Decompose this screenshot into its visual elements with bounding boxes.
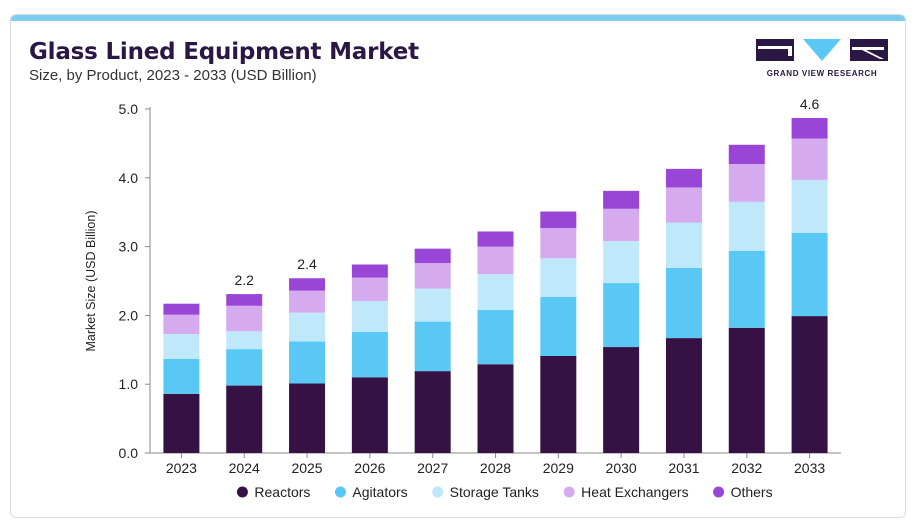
y-tick-label: 0.0	[119, 445, 139, 461]
bar-segment-heat-exchangers	[477, 246, 514, 275]
bar-segment-agitators	[665, 267, 702, 339]
bar-segment-reactors	[414, 371, 451, 453]
bar-segment-heat-exchangers	[414, 263, 451, 289]
bar-segment-heat-exchangers	[603, 208, 640, 242]
legend-swatch	[713, 486, 725, 498]
bar-segment-reactors	[477, 364, 514, 453]
bar-segment-heat-exchangers	[791, 138, 828, 180]
bar-segment-storage-tanks	[351, 300, 388, 332]
y-tick-label: 4.0	[119, 170, 139, 186]
y-tick-label: 2.0	[119, 307, 139, 323]
bar-segment-agitators	[728, 250, 765, 328]
bar-segment-agitators	[163, 358, 200, 394]
bar-segment-agitators	[414, 321, 451, 372]
bar-segment-others	[414, 248, 451, 264]
bar-segment-agitators	[477, 309, 514, 365]
bar-segment-storage-tanks	[665, 222, 702, 268]
bar-segment-storage-tanks	[163, 333, 200, 359]
bar-segment-storage-tanks	[226, 331, 263, 350]
data-label: 4.6	[800, 96, 820, 112]
bar-segment-storage-tanks	[540, 258, 577, 297]
bar-segment-agitators	[226, 349, 263, 386]
data-label: 2.2	[234, 272, 254, 288]
bar-segment-agitators	[351, 331, 388, 378]
bar-segment-others	[477, 231, 514, 247]
bar-segment-storage-tanks	[477, 274, 514, 310]
x-tick-label: 2032	[731, 460, 762, 476]
brand-logo: GRAND VIEW RESEARCH	[756, 39, 896, 89]
bar-segment-reactors	[791, 316, 828, 453]
legend-label: Storage Tanks	[450, 484, 539, 500]
x-tick-label: 2023	[166, 460, 197, 476]
legend-label: Agitators	[352, 484, 407, 500]
bar-segment-heat-exchangers	[226, 305, 263, 332]
chart-subtitle: Size, by Product, 2023 - 2033 (USD Billi…	[29, 67, 317, 84]
y-tick-label: 1.0	[119, 376, 139, 392]
bar-segment-reactors	[163, 393, 200, 453]
bar-segment-heat-exchangers	[351, 277, 388, 301]
legend-swatch	[334, 486, 346, 498]
x-tick-label: 2027	[417, 460, 448, 476]
chart-card: Glass Lined Equipment Market Size, by Pr…	[10, 14, 906, 518]
bar-segment-others	[665, 168, 702, 188]
bar-segment-heat-exchangers	[540, 228, 577, 259]
x-tick-label: 2030	[606, 460, 637, 476]
x-tick-label: 2031	[668, 460, 699, 476]
legend-label: Reactors	[254, 484, 310, 500]
bar-segment-reactors	[540, 355, 577, 453]
x-tick-label: 2033	[794, 460, 825, 476]
brand-name: GRAND VIEW RESEARCH	[766, 69, 878, 78]
stacked-bar-chart: 0.0 1.0 2.0 3.0 4.0 5.0 Market Size (USD Billi…	[84, 96, 841, 500]
bar-segment-others	[351, 264, 388, 278]
legend-swatch	[432, 486, 444, 498]
x-tick-label: 2025	[291, 460, 322, 476]
x-tick-label: 2026	[354, 460, 385, 476]
bar-segment-reactors	[603, 347, 640, 453]
bar-segment-agitators	[289, 341, 326, 384]
bar-segment-others	[603, 190, 640, 209]
legend-swatch	[236, 486, 248, 498]
legend-swatch	[563, 486, 575, 498]
bar-segment-agitators	[791, 232, 828, 317]
bar-segment-agitators	[540, 296, 577, 356]
bar-segment-storage-tanks	[603, 241, 640, 284]
bar-segment-others	[540, 211, 577, 229]
x-tick-label: 2028	[480, 460, 511, 476]
bar-segment-others	[289, 278, 326, 291]
bar-segment-storage-tanks	[414, 288, 451, 322]
bar-segment-heat-exchangers	[665, 187, 702, 223]
legend-label: Others	[731, 484, 773, 500]
chart-title: Glass Lined Equipment Market	[29, 39, 419, 65]
bar-segment-reactors	[665, 338, 702, 453]
bar-segment-storage-tanks	[289, 312, 326, 342]
bar-segment-heat-exchangers	[163, 314, 200, 334]
brand-logo-icon	[756, 39, 888, 61]
bar-segment-others	[226, 294, 263, 306]
bar-segment-heat-exchangers	[728, 164, 765, 202]
bar-segment-reactors	[351, 377, 388, 453]
y-tick-label: 3.0	[119, 239, 139, 255]
bar-segment-others	[791, 117, 828, 139]
y-tick-label: 5.0	[119, 101, 139, 117]
bar-segment-reactors	[728, 327, 765, 453]
y-axis-title: Market Size (USD Billion)	[84, 210, 98, 351]
bar-segment-reactors	[226, 385, 263, 453]
legend-label: Heat Exchangers	[581, 484, 688, 500]
x-tick-label: 2024	[229, 460, 260, 476]
bar-segment-heat-exchangers	[289, 290, 326, 313]
bar-segment-agitators	[603, 283, 640, 348]
data-label: 2.4	[297, 256, 317, 272]
accent-bar	[11, 15, 905, 21]
bar-segment-storage-tanks	[791, 179, 828, 233]
bar-segment-others	[728, 144, 765, 165]
bar-segment-others	[163, 303, 200, 315]
x-tick-label: 2029	[543, 460, 574, 476]
bar-segment-reactors	[289, 383, 326, 453]
bar-segment-storage-tanks	[728, 201, 765, 251]
